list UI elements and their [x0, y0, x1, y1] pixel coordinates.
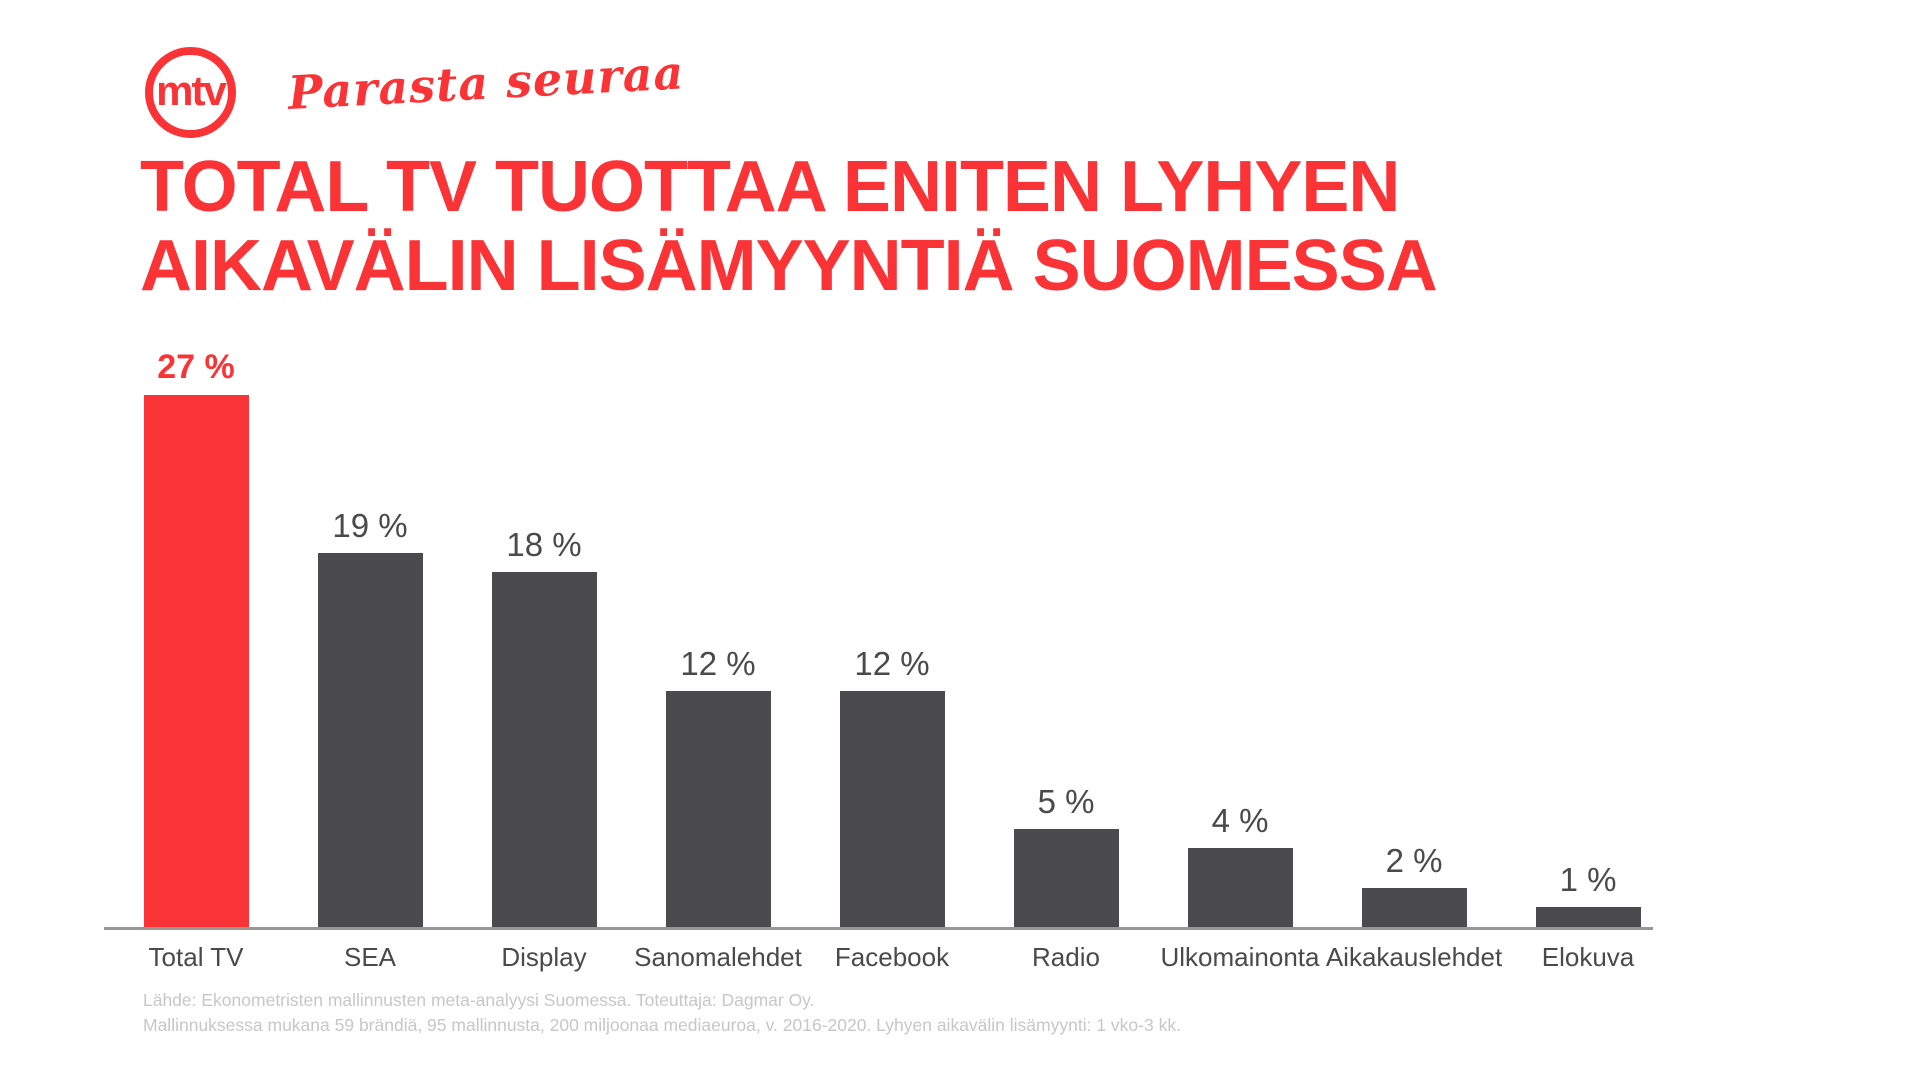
mtv-logo-text: mtv — [156, 66, 227, 114]
bar-category-label: Sanomalehdet — [634, 942, 802, 972]
bar-category-label: Display — [501, 942, 587, 972]
bar-category-label: SEA — [343, 942, 397, 972]
bar-column: 18 % Display — [491, 337, 597, 972]
bar-value-label: 2 % — [1385, 841, 1443, 879]
bar-column: 1 % Elokuva — [1535, 337, 1641, 972]
bar-value-label: 27 % — [157, 348, 235, 387]
bar-value-label: 4 % — [1211, 802, 1269, 840]
mtv-logo-icon: mtv — [145, 47, 236, 138]
bar-value-label: 12 % — [854, 644, 930, 682]
bar-category-label: Total TV — [148, 942, 244, 972]
footer-methodology-line: Mallinnuksessa mukana 59 brändiä, 95 mal… — [143, 1015, 1181, 1035]
bar-value-label: 5 % — [1037, 782, 1095, 820]
bar-column: 19 % SEA — [317, 337, 423, 972]
bar — [1535, 907, 1641, 927]
page-title-line-1: TOTAL TV TUOTTAA ENITEN LYHYEN — [140, 147, 1400, 227]
bar-chart: 27 % Total TV 19 % SEA 18 % Display 12 %… — [104, 337, 1653, 972]
bar-column: 27 % Total TV — [143, 337, 249, 972]
bar-category-label: Aikakauslehdet — [1325, 942, 1503, 972]
bar-value-label: 19 % — [332, 506, 408, 544]
bar-category-label: Facebook — [834, 942, 950, 972]
bar-column: 5 % Radio — [1013, 337, 1119, 972]
bar-value-label: 12 % — [680, 644, 756, 682]
bar — [317, 552, 423, 927]
bar — [839, 690, 945, 927]
bar — [1013, 828, 1119, 927]
bar-column: 12 % Sanomalehdet — [634, 337, 802, 972]
bar-category-label: Ulkomainonta — [1160, 942, 1320, 972]
bar — [143, 395, 249, 927]
bar-column: 4 % Ulkomainonta — [1161, 337, 1320, 972]
bar-column: 12 % Facebook — [835, 337, 949, 972]
brand-header: mtv Parasta seuraa — [145, 44, 686, 138]
bar — [491, 572, 597, 927]
page-title: TOTAL TV TUOTTAA ENITEN LYHYEN AIKAVÄLIN… — [140, 147, 1438, 306]
bar-category-label: Elokuva — [1541, 942, 1635, 972]
footer: Lähde: Ekonometristen mallinnusten meta-… — [143, 988, 1181, 1038]
bar-value-label: 1 % — [1559, 861, 1617, 899]
bar-category-label: Radio — [1032, 942, 1100, 972]
brand-tagline: Parasta seuraa — [286, 44, 686, 120]
bar-value-label: 18 % — [506, 526, 582, 564]
bar — [1361, 887, 1467, 927]
footer-source-line: Lähde: Ekonometristen mallinnusten meta-… — [143, 990, 815, 1010]
bar — [1187, 848, 1293, 927]
bar — [665, 690, 771, 927]
page-title-line-2: AIKAVÄLIN LISÄMYYNTIÄ SUOMESSA — [140, 226, 1438, 306]
x-axis-line — [104, 927, 1653, 930]
bar-column: 2 % Aikakauslehdet — [1326, 337, 1502, 972]
